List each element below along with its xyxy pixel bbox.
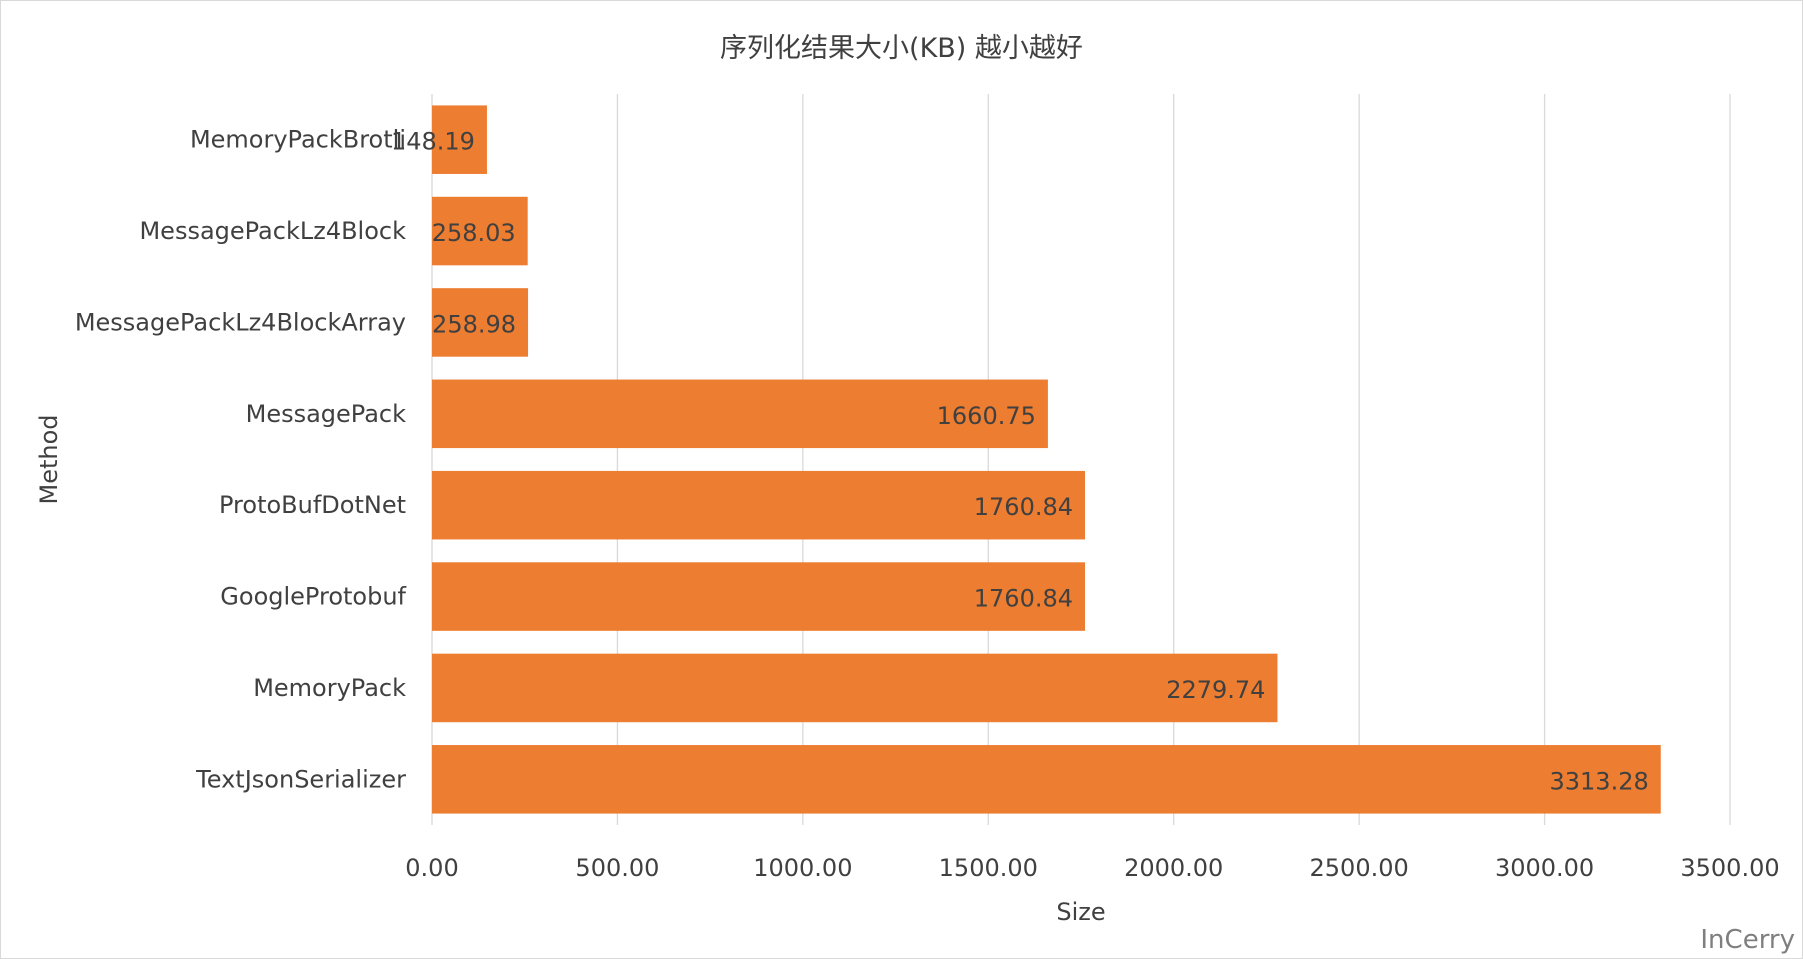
bar [432,105,487,174]
chart-title: 序列化结果大小(KB) 越小越好 [720,33,1083,64]
bar [432,562,1086,631]
x-tick-label: 500.00 [575,854,659,882]
x-tick-label: 2500.00 [1310,854,1409,882]
category-label: TextJsonSerializer [195,765,406,793]
category-label: MemoryPackBrotli [190,126,406,154]
data-label: 3313.28 [1550,767,1649,795]
y-axis-title: Method [35,414,63,504]
x-tick-label: 1500.00 [939,854,1038,882]
x-axis-title: Size [1056,898,1105,926]
bar [432,288,529,357]
data-label: 2279.74 [1166,676,1265,704]
category-label: MessagePack [246,400,406,428]
category-label: MemoryPack [253,674,406,702]
x-tick-label: 3000.00 [1495,854,1594,882]
data-label: 1660.75 [937,402,1036,430]
data-label: 148.19 [391,128,475,156]
watermark: InCerry [1700,925,1795,955]
x-tick-label: 3500.00 [1680,854,1779,882]
category-label: GoogleProtobuf [220,583,406,611]
data-label: 258.03 [432,219,516,247]
category-label: ProtoBufDotNet [219,491,406,519]
category-label: MessagePackLz4Block [139,217,406,245]
bar [432,745,1661,814]
bar [432,196,528,266]
category-label: MessagePackLz4BlockArray [75,308,406,336]
data-label: 1760.84 [974,585,1073,613]
data-label: 1760.84 [974,493,1073,521]
bar [432,653,1278,723]
data-label: 258.98 [432,310,516,338]
bar [432,379,1048,449]
bar [432,470,1086,540]
x-tick-label: 2000.00 [1124,854,1223,882]
x-tick-label: 1000.00 [753,854,852,882]
x-tick-label: 0.00 [405,854,458,882]
